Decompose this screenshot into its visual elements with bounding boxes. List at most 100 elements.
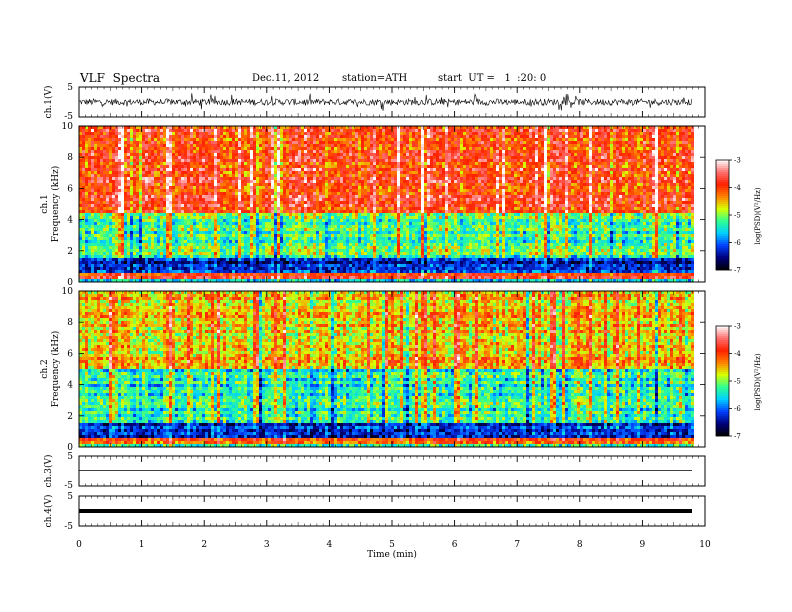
spectrogram-cell — [265, 141, 268, 144]
spectrogram-cell — [457, 162, 460, 165]
spectrogram-cell — [610, 135, 613, 138]
spectrogram-cell — [625, 183, 628, 186]
spectrogram-cell — [346, 141, 349, 144]
spectrogram-cell — [265, 138, 268, 141]
spectrogram-cell — [274, 171, 277, 174]
spectrogram-cell — [259, 171, 262, 174]
spectrogram-cell — [160, 135, 163, 138]
spectrogram-cell — [634, 171, 637, 174]
spectrogram-cell — [325, 174, 328, 177]
spectrogram-cell — [475, 183, 478, 186]
spectrogram-cell — [604, 186, 607, 189]
spectrogram-cell — [145, 186, 148, 189]
spectrogram-cell — [577, 168, 580, 171]
spectrogram-cell — [103, 174, 106, 177]
spectrogram-cell — [352, 174, 355, 177]
spectrogram-cell — [445, 174, 448, 177]
spectrogram-cell — [115, 168, 118, 171]
spectrogram-cell — [343, 141, 346, 144]
spectrogram-cell — [685, 135, 688, 138]
spectrogram-cell — [196, 189, 199, 192]
spectrogram-cell — [322, 183, 325, 186]
spectrogram-cell — [217, 198, 220, 201]
spectrogram-cell — [424, 171, 427, 174]
spectrogram-cell — [322, 150, 325, 153]
spectrogram-cell — [328, 168, 331, 171]
spectrogram-cell — [664, 168, 667, 171]
spectrogram-cell — [226, 174, 229, 177]
spectrogram-cell — [322, 162, 325, 165]
spectrogram-cell — [427, 171, 430, 174]
spectrogram-cell — [283, 174, 286, 177]
spectrogram-cell — [511, 147, 514, 150]
spectrogram-cell — [214, 174, 217, 177]
spectrogram-cell — [400, 150, 403, 153]
spectrogram-cell — [343, 132, 346, 135]
spectrogram-cell — [82, 162, 85, 165]
spectrogram-cell — [556, 168, 559, 171]
spectrogram-cell — [412, 156, 415, 159]
spectrogram-cell — [337, 180, 340, 183]
spectrogram-cell — [610, 186, 613, 189]
spectrogram-cell — [160, 129, 163, 132]
spectrogram-cell — [376, 141, 379, 144]
spectrogram-cell — [358, 183, 361, 186]
spectrogram-cell — [469, 138, 472, 141]
spectrogram-cell — [676, 171, 679, 174]
spectrogram-cell — [364, 180, 367, 183]
spectrogram-cell — [124, 168, 127, 171]
spectrogram-cell — [127, 177, 130, 180]
spectrogram-cell — [553, 138, 556, 141]
spectrogram-cell — [271, 174, 274, 177]
spectrogram-cell — [652, 168, 655, 171]
spectrogram-cell — [136, 165, 139, 168]
spectrogram-cell — [145, 177, 148, 180]
spectrogram-cell — [223, 150, 226, 153]
spectrogram-cell — [433, 138, 436, 141]
spectrogram-cell — [376, 180, 379, 183]
spectrogram-cell — [394, 195, 397, 198]
spectrogram-cell — [298, 171, 301, 174]
spectrogram-cell — [487, 186, 490, 189]
spectrogram-cell — [634, 195, 637, 198]
spectrogram-cell — [214, 144, 217, 147]
spectrogram-cell — [205, 141, 208, 144]
spectrogram-cell — [196, 177, 199, 180]
spectrogram-cell — [124, 195, 127, 198]
spectrogram-cell — [688, 171, 691, 174]
spectrogram-cell — [289, 174, 292, 177]
spectrogram-cell — [274, 180, 277, 183]
spectrogram-cell — [394, 159, 397, 162]
spectrogram-cell — [382, 138, 385, 141]
spectrogram-cell — [316, 153, 319, 156]
spectrogram-cell — [319, 192, 322, 195]
spectrogram-cell — [139, 138, 142, 141]
spectrogram-cell — [643, 168, 646, 171]
spectrogram-cell — [334, 183, 337, 186]
spectrogram-cell — [643, 132, 646, 135]
spectrogram-cell — [154, 180, 157, 183]
spectrogram-cell — [355, 195, 358, 198]
spectrogram-cell — [454, 132, 457, 135]
spectrogram-cell — [301, 168, 304, 171]
spectrogram-cell — [604, 165, 607, 168]
spectrogram-cell — [490, 189, 493, 192]
spectrogram-cell — [313, 156, 316, 159]
spectrogram-cell — [655, 165, 658, 168]
spectrogram-cell — [223, 159, 226, 162]
spectrogram-cell — [598, 135, 601, 138]
spectrogram-cell — [316, 180, 319, 183]
spectrogram-cell — [553, 156, 556, 159]
spectrogram-cell — [211, 147, 214, 150]
spectrogram-cell — [112, 147, 115, 150]
spectrogram-cell — [562, 138, 565, 141]
spectrogram-cell — [562, 129, 565, 132]
spectrogram-cell — [682, 156, 685, 159]
spectrogram-cell — [391, 186, 394, 189]
spectrogram-cell — [586, 144, 589, 147]
spectrogram-cell — [430, 174, 433, 177]
spectrogram-cell — [391, 174, 394, 177]
spectrogram-cell — [157, 156, 160, 159]
spectrogram-cell — [100, 159, 103, 162]
spectrogram-cell — [220, 198, 223, 201]
